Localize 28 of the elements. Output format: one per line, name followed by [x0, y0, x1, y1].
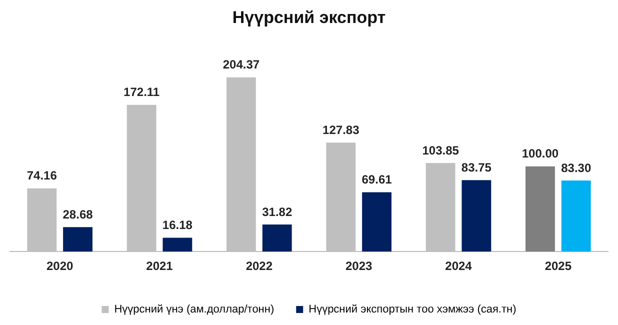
data-label: 83.75	[461, 160, 492, 174]
data-label: 127.83	[322, 122, 360, 137]
legend-label: Нүүрсний экспортын тоо хэмжээ (сая.тн)	[308, 304, 516, 316]
bar	[561, 180, 591, 252]
bar	[63, 227, 92, 252]
data-label: 69.61	[362, 172, 392, 187]
bar	[162, 238, 192, 252]
bar	[362, 192, 392, 252]
data-label: 103.85	[422, 143, 460, 158]
data-label: 74.16	[26, 168, 58, 183]
x-tick-label: 2025	[544, 259, 572, 274]
legend-label: Нүүрсний үнэ (ам.доллар/тонн)	[114, 304, 274, 316]
data-label: 83.30	[561, 160, 592, 175]
x-tick-label: 2023	[345, 259, 373, 274]
data-label: 28.68	[62, 207, 94, 222]
data-label: 16.18	[162, 218, 193, 232]
x-tick-label: 2021	[146, 259, 174, 274]
x-tick-label: 2022	[246, 259, 273, 274]
x-tick-label: 2020	[46, 259, 74, 274]
data-label: 31.82	[262, 204, 292, 219]
data-label: 172.11	[124, 85, 160, 100]
chart-title: Нүүрсний экспорт	[232, 8, 386, 27]
bar	[526, 166, 555, 252]
bar	[462, 180, 492, 252]
bar	[262, 224, 292, 252]
data-label: 100.00	[522, 146, 559, 161]
x-tick-label: 2024	[445, 259, 472, 274]
data-label: 204.37	[222, 58, 260, 72]
